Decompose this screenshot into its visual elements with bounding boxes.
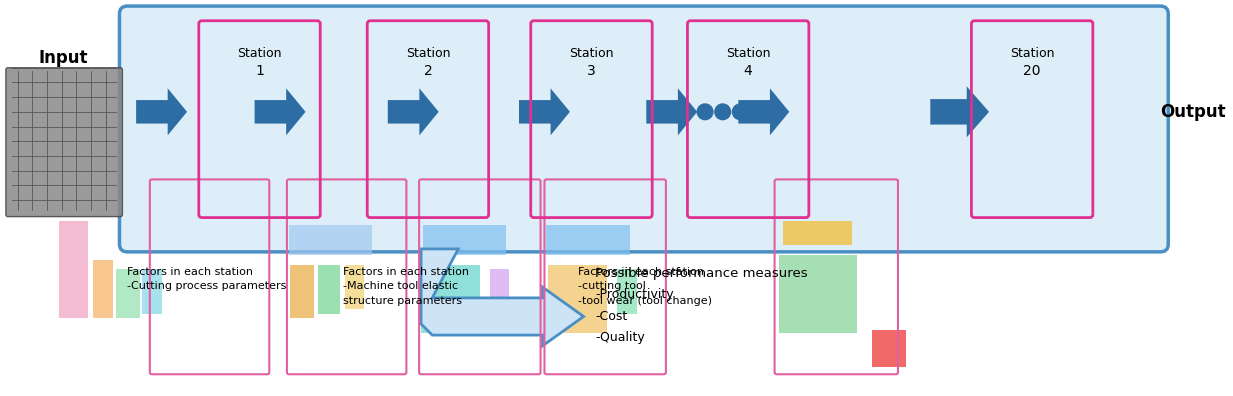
Text: Station: Station <box>1010 47 1054 59</box>
Text: Factors in each station
-Cutting process parameters: Factors in each station -Cutting process… <box>127 267 287 291</box>
Text: 4: 4 <box>743 64 752 78</box>
Polygon shape <box>930 86 989 137</box>
FancyBboxPatch shape <box>92 260 112 318</box>
Text: Station: Station <box>237 47 282 59</box>
Text: Input: Input <box>39 49 89 67</box>
FancyBboxPatch shape <box>783 221 852 245</box>
FancyBboxPatch shape <box>423 225 507 255</box>
FancyBboxPatch shape <box>289 225 372 255</box>
FancyBboxPatch shape <box>422 265 480 333</box>
FancyBboxPatch shape <box>59 221 88 318</box>
FancyBboxPatch shape <box>120 6 1168 252</box>
Text: -Cost: -Cost <box>596 310 628 323</box>
Polygon shape <box>646 88 697 135</box>
Text: 3: 3 <box>587 64 596 78</box>
Circle shape <box>697 104 713 120</box>
FancyBboxPatch shape <box>116 270 141 318</box>
FancyBboxPatch shape <box>872 330 906 367</box>
Text: 20: 20 <box>1023 64 1041 78</box>
FancyBboxPatch shape <box>345 265 364 308</box>
Text: Station: Station <box>406 47 450 59</box>
Circle shape <box>715 104 730 120</box>
Text: Possible performance measures: Possible performance measures <box>596 267 808 280</box>
FancyBboxPatch shape <box>546 225 630 255</box>
Text: -Productivity: -Productivity <box>596 288 674 301</box>
Polygon shape <box>136 88 187 135</box>
FancyBboxPatch shape <box>616 270 636 314</box>
FancyBboxPatch shape <box>318 265 340 314</box>
Polygon shape <box>739 88 789 135</box>
Text: Factors in each station
-cutting tool
-tool wear (tool change): Factors in each station -cutting tool -t… <box>578 267 711 306</box>
Text: Station: Station <box>570 47 614 59</box>
FancyBboxPatch shape <box>142 270 162 314</box>
Text: 1: 1 <box>255 64 264 78</box>
Polygon shape <box>254 88 306 135</box>
Text: -Quality: -Quality <box>596 331 645 344</box>
Text: Output: Output <box>1160 103 1226 121</box>
Polygon shape <box>388 88 439 135</box>
FancyBboxPatch shape <box>778 255 857 333</box>
Text: Station: Station <box>726 47 771 59</box>
Polygon shape <box>519 88 570 135</box>
Circle shape <box>732 104 748 120</box>
Text: Factors in each station
-Machine tool elastic
structure parameters: Factors in each station -Machine tool el… <box>343 267 469 306</box>
FancyBboxPatch shape <box>6 68 122 217</box>
Text: 2: 2 <box>424 64 433 78</box>
FancyBboxPatch shape <box>549 265 607 333</box>
FancyBboxPatch shape <box>290 265 314 318</box>
Polygon shape <box>422 249 583 346</box>
FancyBboxPatch shape <box>490 270 509 314</box>
